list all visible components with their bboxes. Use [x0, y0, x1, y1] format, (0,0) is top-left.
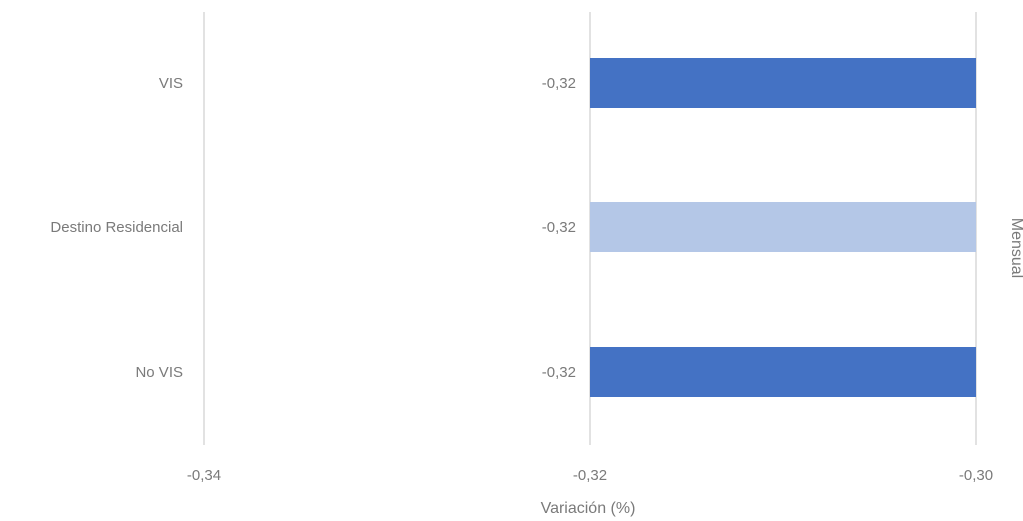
bar-1	[590, 202, 976, 252]
category-label-1: Destino Residencial	[50, 219, 183, 236]
x-tick-label-0: -0,34	[187, 467, 221, 484]
x-tick-label-2: -0,30	[959, 467, 993, 484]
data-label-2: -0,32	[542, 364, 576, 381]
data-labels: -0,32 -0,32 -0,32	[542, 75, 576, 381]
x-tick-labels: -0,34 -0,32 -0,30	[187, 467, 993, 484]
bars	[590, 58, 976, 397]
category-label-0: VIS	[159, 75, 183, 92]
bar-2	[590, 347, 976, 397]
data-label-0: -0,32	[542, 75, 576, 92]
facet-label: Mensual	[1008, 218, 1023, 278]
data-label-1: -0,32	[542, 219, 576, 236]
bar-0	[590, 58, 976, 108]
x-axis-title: Variación (%)	[541, 500, 636, 517]
category-labels: VIS Destino Residencial No VIS	[50, 75, 183, 381]
category-label-2: No VIS	[135, 364, 183, 381]
x-tick-label-1: -0,32	[573, 467, 607, 484]
